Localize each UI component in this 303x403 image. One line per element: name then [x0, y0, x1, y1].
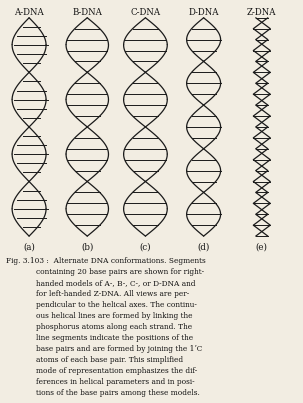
Text: (a): (a) — [23, 242, 35, 251]
Text: pendicular to the helical axes. The continu-: pendicular to the helical axes. The cont… — [36, 301, 197, 309]
Text: D-DNA: D-DNA — [188, 8, 219, 17]
Text: (d): (d) — [198, 242, 210, 251]
Text: line segments indicate the positions of the: line segments indicate the positions of … — [36, 334, 194, 342]
Text: Z-DNA: Z-DNA — [247, 8, 277, 17]
Text: Fig. 3.103 :  Alternate DNA conformations. Segments: Fig. 3.103 : Alternate DNA conformations… — [6, 257, 206, 265]
Text: (c): (c) — [140, 242, 151, 251]
Text: phosphorus atoms along each strand. The: phosphorus atoms along each strand. The — [36, 323, 192, 331]
Text: handed models of A-, B-, C-, or D-DNA and: handed models of A-, B-, C-, or D-DNA an… — [36, 279, 196, 287]
Text: ous helical lines are formed by linking the: ous helical lines are formed by linking … — [36, 312, 193, 320]
Text: containing 20 base pairs are shown for right-: containing 20 base pairs are shown for r… — [36, 268, 205, 276]
Text: (b): (b) — [81, 242, 93, 251]
Text: base pairs and are formed by joining the 1ʼC: base pairs and are formed by joining the… — [36, 345, 203, 353]
Text: ferences in helical parameters and in posi-: ferences in helical parameters and in po… — [36, 378, 195, 386]
Text: B-DNA: B-DNA — [72, 8, 102, 17]
Text: A-DNA: A-DNA — [14, 8, 44, 17]
Text: C-DNA: C-DNA — [130, 8, 161, 17]
Text: mode of representation emphasizes the dif-: mode of representation emphasizes the di… — [36, 367, 198, 375]
Text: atoms of each base pair. This simplified: atoms of each base pair. This simplified — [36, 356, 184, 364]
Text: for left-handed Z-DNA. All views are per-: for left-handed Z-DNA. All views are per… — [36, 290, 190, 298]
Text: (e): (e) — [256, 242, 268, 251]
Text: tions of the base pairs among these models.: tions of the base pairs among these mode… — [36, 389, 200, 397]
